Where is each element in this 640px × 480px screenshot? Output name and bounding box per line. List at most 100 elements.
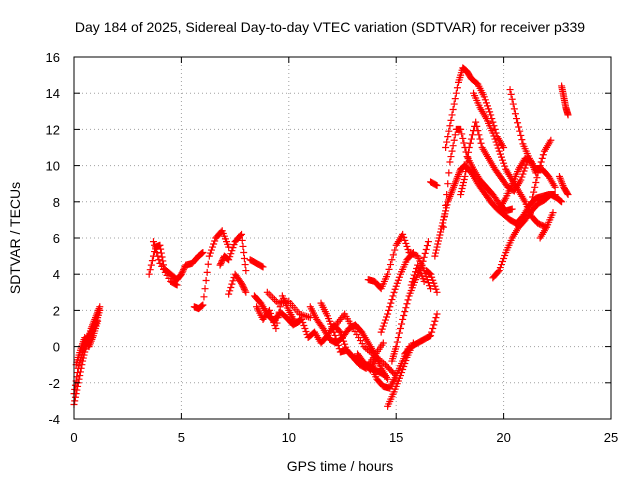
data-point: [432, 285, 440, 293]
data-point: [495, 147, 503, 155]
data-point: [403, 242, 411, 250]
data-point: [432, 314, 440, 322]
data-point: [465, 144, 473, 151]
data-point: [493, 141, 501, 149]
data-point: [389, 368, 397, 376]
data-point: [412, 268, 420, 276]
data-point: [447, 116, 455, 124]
series-sat-g: [216, 230, 250, 275]
data-point: [533, 174, 541, 182]
data-point: [373, 353, 381, 361]
data-point: [425, 332, 433, 340]
data-point: [73, 373, 81, 381]
data-point: [269, 294, 277, 302]
data-point: [216, 261, 224, 269]
data-point: [155, 256, 163, 264]
data-point: [457, 191, 465, 199]
data-point: [399, 366, 407, 374]
data-point: [439, 219, 447, 227]
data-point: [564, 191, 572, 199]
data-point: [481, 96, 489, 104]
data-point: [210, 240, 218, 248]
data-point: [427, 332, 435, 340]
data-point: [301, 325, 309, 332]
data-point: [439, 223, 447, 231]
data-point: [407, 281, 415, 289]
data-point: [451, 95, 459, 103]
data-point: [71, 385, 79, 393]
data-point: [333, 338, 341, 346]
data-point: [494, 268, 502, 276]
data-point: [424, 238, 432, 246]
data-point: [265, 290, 273, 298]
data-point: [391, 285, 399, 293]
data-point: [422, 245, 430, 253]
data-point: [520, 167, 528, 175]
data-point: [396, 372, 404, 380]
series-sat-s: [377, 248, 417, 336]
data-point: [508, 205, 516, 213]
data-point: [459, 182, 467, 190]
data-point: [564, 111, 572, 119]
data-point: [270, 318, 278, 326]
data-point: [500, 159, 508, 167]
data-point: [439, 216, 447, 224]
data-point: [386, 261, 394, 269]
data-point: [426, 270, 434, 278]
data-point: [379, 322, 387, 330]
data-point: [449, 105, 457, 113]
data-point: [386, 303, 394, 311]
data-point: [547, 136, 555, 144]
data-point: [334, 341, 342, 349]
data-point: [395, 273, 403, 281]
x-axis-label: GPS time / hours: [287, 458, 394, 474]
data-point: [535, 165, 543, 173]
data-point: [199, 301, 207, 309]
data-point: [335, 327, 343, 335]
series-sat-y: [431, 162, 559, 260]
data-point: [268, 312, 276, 320]
data-point: [240, 285, 248, 293]
data-point: [391, 246, 399, 254]
data-point: [304, 313, 312, 321]
data-point: [446, 158, 454, 166]
data-point: [468, 131, 476, 139]
data-point: [179, 267, 187, 275]
data-point: [452, 89, 460, 97]
data-point: [441, 212, 449, 220]
data-point: [242, 267, 250, 275]
data-point: [178, 269, 186, 277]
data-point: [387, 299, 395, 307]
data-point: [448, 147, 456, 155]
data-point: [432, 181, 440, 189]
data-point: [473, 122, 481, 130]
data-point: [538, 154, 546, 162]
data-point: [267, 309, 275, 317]
data-point: [301, 312, 309, 320]
data-point: [557, 197, 565, 205]
data-point: [238, 279, 246, 287]
data-point: [515, 123, 523, 131]
data-point: [551, 183, 559, 191]
data-point: [273, 319, 281, 327]
data-point: [205, 252, 213, 260]
data-point: [447, 153, 455, 161]
data-point: [420, 277, 428, 285]
data-point: [563, 189, 571, 197]
data-point: [207, 246, 215, 254]
series-sat-ad: [489, 191, 566, 282]
series-sat-a: [70, 303, 104, 409]
data-point: [153, 248, 161, 256]
data-point: [228, 280, 236, 288]
data-point: [430, 279, 438, 287]
data-point: [432, 249, 440, 257]
data-point: [409, 248, 417, 256]
data-point: [457, 188, 465, 196]
data-point: [149, 238, 157, 246]
data-point: [299, 318, 307, 326]
data-point: [451, 131, 459, 139]
data-point: [448, 111, 456, 119]
x-tick-label: 15: [389, 430, 403, 445]
data-point: [390, 288, 398, 296]
